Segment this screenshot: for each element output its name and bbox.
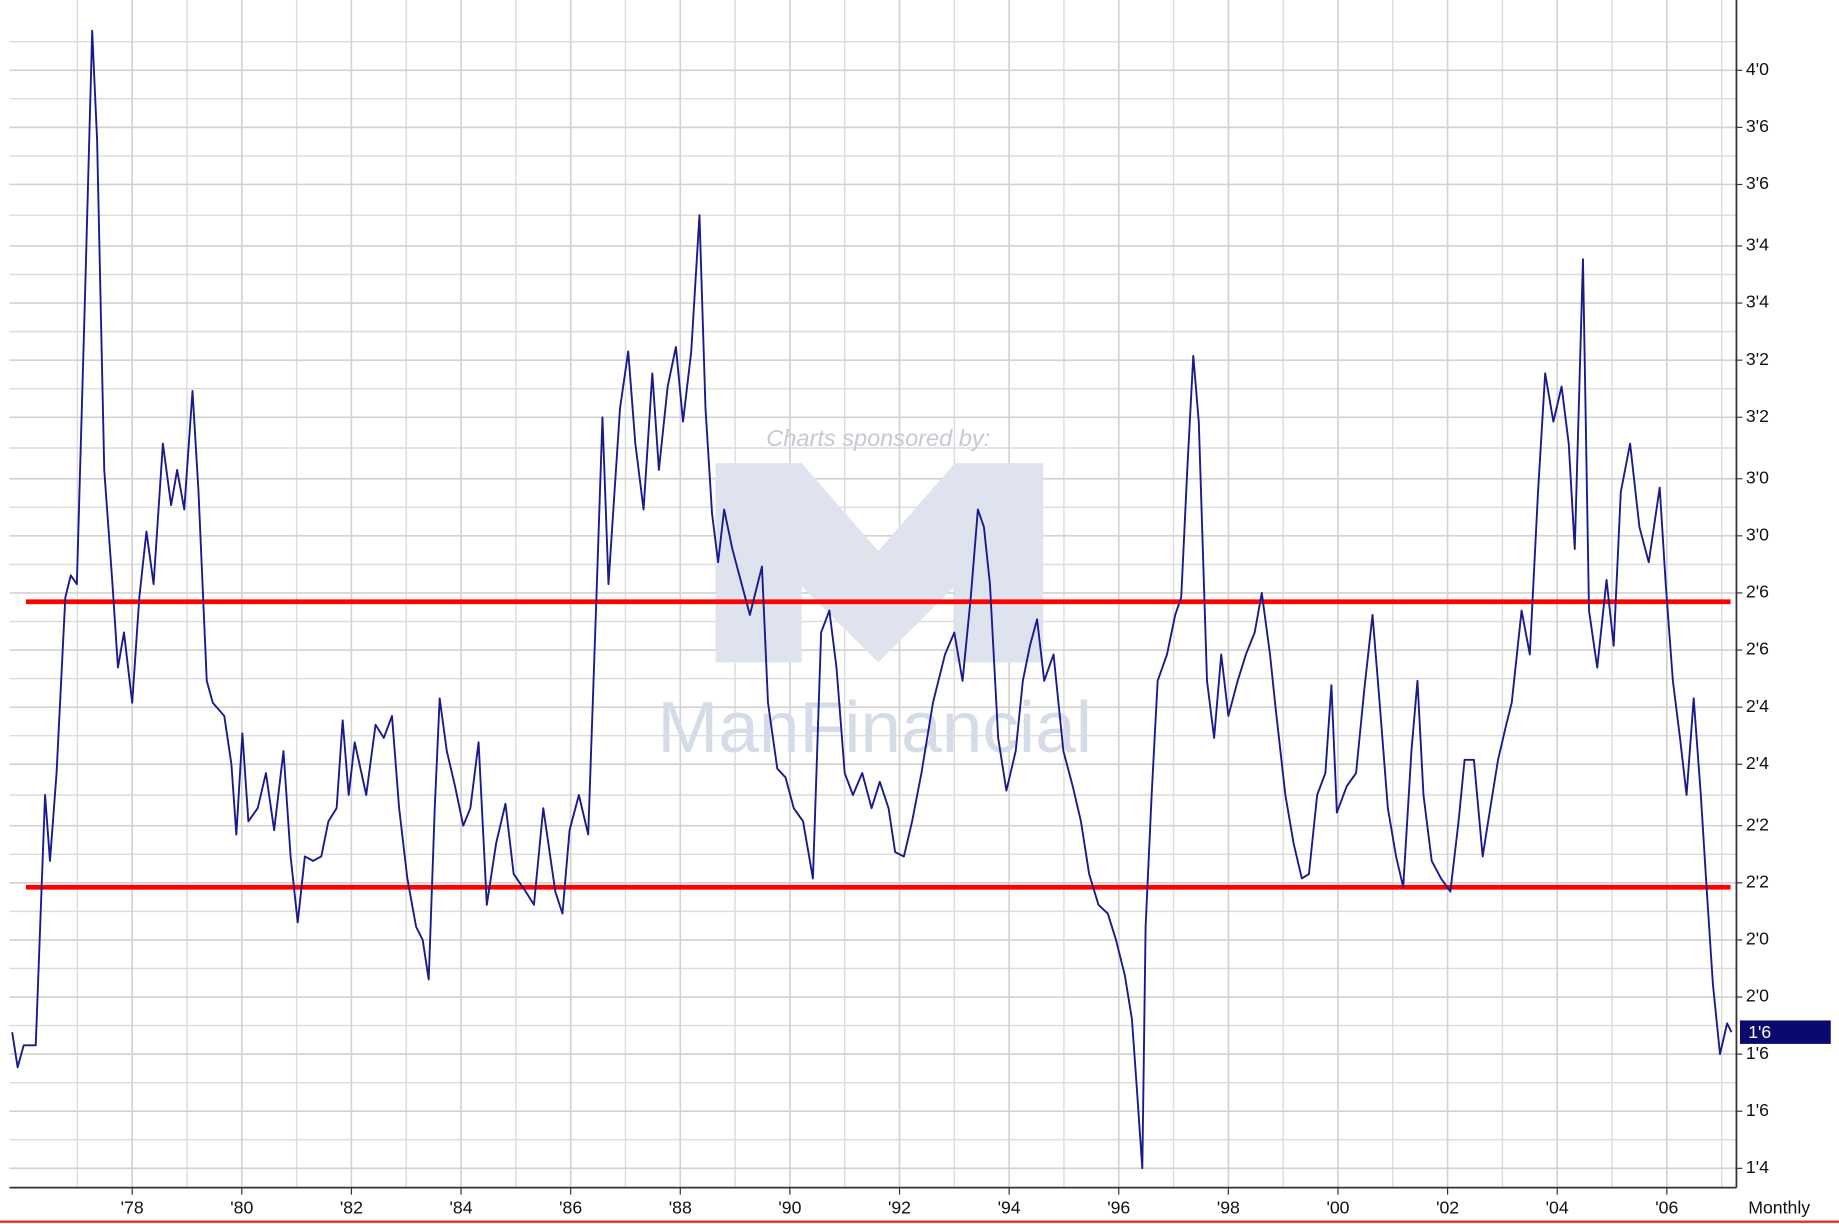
y-tick-label: 3'4 xyxy=(1746,292,1769,312)
x-tick-label: '06 xyxy=(1655,1197,1678,1217)
x-tick-label: '94 xyxy=(998,1197,1021,1217)
y-tick-label: 2'6 xyxy=(1746,639,1769,659)
y-tick-label: 2'0 xyxy=(1746,986,1769,1006)
y-tick-label: 4'0 xyxy=(1746,59,1769,79)
y-tick-label: 3'0 xyxy=(1746,525,1769,545)
y-tick-label: 2'2 xyxy=(1746,814,1769,834)
y-tick-label: 3'2 xyxy=(1746,349,1769,369)
last-value-label: 1'6 xyxy=(1748,1022,1771,1042)
x-tick-label: '92 xyxy=(888,1197,911,1217)
y-tick-label: 3'0 xyxy=(1746,467,1769,487)
x-tick-label: '98 xyxy=(1217,1197,1240,1217)
x-tick-label: '02 xyxy=(1436,1197,1459,1217)
y-tick-label: 2'4 xyxy=(1746,696,1769,716)
x-tick-label: '88 xyxy=(669,1197,692,1217)
y-tick-label: 1'6 xyxy=(1746,1100,1769,1120)
watermark: Charts sponsored by: ManFinancial xyxy=(657,425,1092,768)
y-tick-label: 2'0 xyxy=(1746,929,1769,949)
x-tick-label: '86 xyxy=(559,1197,582,1217)
x-tick-label: '96 xyxy=(1107,1197,1130,1217)
x-tick-label: '82 xyxy=(340,1197,363,1217)
last-value-box xyxy=(1739,1020,1831,1044)
sponsor-text: Charts sponsored by: xyxy=(766,425,990,451)
x-tick-label: '00 xyxy=(1326,1197,1349,1217)
x-tick-label: '90 xyxy=(778,1197,801,1217)
y-tick-label: 3'4 xyxy=(1746,235,1769,255)
y-tick-label: 3'2 xyxy=(1746,406,1769,426)
x-tick-label: '80 xyxy=(230,1197,253,1217)
x-tick-label: '78 xyxy=(121,1197,144,1217)
y-tick-label: 1'4 xyxy=(1746,1157,1769,1177)
y-tick-label: 2'2 xyxy=(1746,872,1769,892)
y-tick-label: 3'6 xyxy=(1746,116,1769,136)
sponsor-logo xyxy=(715,463,1044,663)
data xyxy=(11,29,1733,1170)
y-tick-label: 1'6 xyxy=(1746,1043,1769,1063)
y-tick-label: 3'6 xyxy=(1746,173,1769,193)
y-tick-label: 2'4 xyxy=(1746,753,1769,773)
period-label: Monthly xyxy=(1748,1197,1810,1217)
x-tick-label: '04 xyxy=(1546,1197,1569,1217)
x-tick-label: '84 xyxy=(450,1197,473,1217)
y-tick-label: 2'6 xyxy=(1746,582,1769,602)
sponsor-name: ManFinancial xyxy=(657,687,1092,768)
price-line xyxy=(11,29,1733,1170)
grid xyxy=(9,0,1737,1188)
